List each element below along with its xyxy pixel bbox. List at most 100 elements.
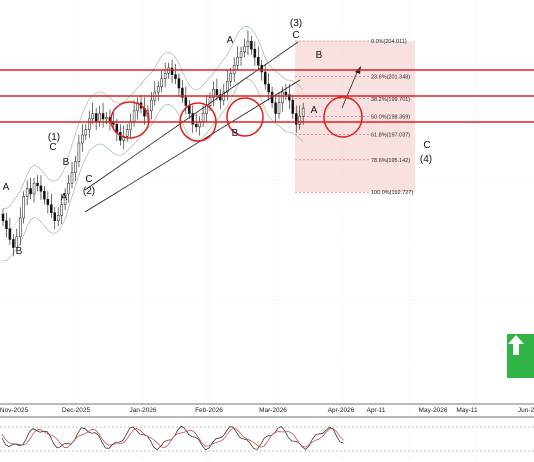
candle-body-14 xyxy=(50,204,53,213)
x-axis: Nov-2025 Dec-2025 Jan-2026 Feb-2026 Mar-2026… xyxy=(0,403,534,414)
candle-body-13 xyxy=(46,199,50,205)
resistance-lines xyxy=(0,69,534,123)
highlight-circle-3 xyxy=(323,96,363,138)
up-arrow-icon xyxy=(508,335,524,355)
fib-level-label-5: 78.6%(195.142) xyxy=(371,158,410,164)
candle-body-77 xyxy=(267,83,270,93)
candle-body-33 xyxy=(115,123,119,133)
trend-lines xyxy=(84,41,361,213)
wave-label-6: C xyxy=(85,174,92,185)
x-tick-label-8: May-11 xyxy=(456,407,478,414)
wave-label-11: C xyxy=(292,30,299,41)
wave-label-2: (1) xyxy=(48,132,60,143)
candle-body-73 xyxy=(253,48,257,58)
candle-body-25 xyxy=(88,118,91,130)
x-tick-label-7: May-2026 xyxy=(419,407,448,414)
candle-body-3 xyxy=(12,239,15,248)
wave-label-9: B xyxy=(232,128,239,139)
candle-body-56 xyxy=(194,123,198,128)
wave-label-15: (4) xyxy=(420,154,432,165)
candle-body-26 xyxy=(91,113,94,120)
candle-body-60 xyxy=(208,97,212,106)
candle-body-45 xyxy=(157,86,160,93)
fib-level-label-3: 50.0%(198.369) xyxy=(371,115,410,121)
candle-body-51 xyxy=(177,78,181,89)
candle-body-83 xyxy=(288,94,291,101)
candle-body-27 xyxy=(94,113,98,122)
candle-body-50 xyxy=(174,74,177,79)
candle-body-58 xyxy=(201,113,205,122)
fib-level-label-0: 0.0%(204.011) xyxy=(371,39,407,45)
x-tick-label-5: Apr-2026 xyxy=(328,407,355,414)
candle-body-65 xyxy=(226,81,229,93)
candle-body-72 xyxy=(250,40,253,50)
candle-body-22 xyxy=(77,142,81,162)
wave-label-8: A xyxy=(227,35,234,46)
candle-body-85 xyxy=(295,113,298,125)
candle-body-87 xyxy=(301,107,305,117)
candle-body-53 xyxy=(184,97,188,106)
wave-label-5: A xyxy=(61,192,68,203)
candle-body-49 xyxy=(170,67,174,75)
candle-body-54 xyxy=(188,105,191,114)
x-tick-label-2: Jan-2026 xyxy=(129,407,156,414)
candle-body-46 xyxy=(160,78,163,87)
wave-label-10: (3) xyxy=(290,18,302,29)
candle-body-75 xyxy=(260,65,263,73)
candle-body-52 xyxy=(181,87,184,98)
forecast-line xyxy=(341,69,359,109)
x-tick-label-3: Feb-2026 xyxy=(195,407,223,414)
candle-body-2 xyxy=(8,228,12,240)
candle-body-19 xyxy=(67,182,70,195)
trend-line-lower xyxy=(84,79,301,213)
candle-body-86 xyxy=(298,115,301,125)
candle-body-84 xyxy=(291,99,295,114)
candle-body-61 xyxy=(212,89,215,98)
wave-label-0: A xyxy=(3,182,10,193)
x-tick-label-0: Nov-2025 xyxy=(0,407,28,414)
wave-label-4: B xyxy=(63,157,70,168)
highlight-circles xyxy=(110,96,363,142)
candle-body-66 xyxy=(229,73,232,82)
candle-body-6 xyxy=(22,196,25,219)
candle-body-68 xyxy=(236,56,239,66)
candle-body-71 xyxy=(246,40,250,47)
oscillator-panel xyxy=(0,416,534,452)
candle-body-23 xyxy=(81,134,84,144)
highlight-circle-0 xyxy=(110,101,150,139)
wave-label-12: B xyxy=(316,50,323,61)
wave-label-13: A xyxy=(311,105,318,116)
x-tick-label-4: Mar-2026 xyxy=(259,407,287,414)
candles xyxy=(1,30,305,257)
candle-body-80 xyxy=(277,102,281,114)
candle-body-15 xyxy=(53,212,56,221)
fib-level-label-6: 100.0%(192.727) xyxy=(371,190,413,196)
fib-level-label-4: 61.8%(197.037) xyxy=(371,132,410,138)
candle-body-28 xyxy=(98,113,101,122)
wave-label-3: C xyxy=(49,142,56,153)
candle-body-79 xyxy=(274,102,277,114)
candle-body-17 xyxy=(60,204,63,216)
x-tick-label-6: Apr-11 xyxy=(366,407,385,414)
fib-level-label-1: 23.6%(201.348) xyxy=(371,75,410,81)
fibonacci-zone xyxy=(295,40,415,193)
candle-body-8 xyxy=(29,188,32,195)
candle-body-43 xyxy=(150,99,153,112)
trend-up-button[interactable] xyxy=(507,334,534,378)
candle-body-81 xyxy=(281,91,284,104)
candle-body-47 xyxy=(163,73,167,79)
wave-label-7: (2) xyxy=(83,186,95,197)
fibonacci-labels: 0.0%(204.011) 23.6%(201.348) 38.2%(199.701… xyxy=(371,39,413,196)
x-tick-label-9: Jun-2 xyxy=(518,407,534,414)
candle-body-4 xyxy=(15,236,19,248)
candle-body-21 xyxy=(74,161,77,173)
candle-body-70 xyxy=(243,46,246,53)
candle-body-11 xyxy=(39,185,43,192)
wave-label-14: C xyxy=(423,140,430,151)
candle-body-12 xyxy=(43,190,46,200)
osc-signal-line xyxy=(1,427,344,449)
candle-body-62 xyxy=(215,89,219,95)
candle-body-29 xyxy=(101,113,105,120)
